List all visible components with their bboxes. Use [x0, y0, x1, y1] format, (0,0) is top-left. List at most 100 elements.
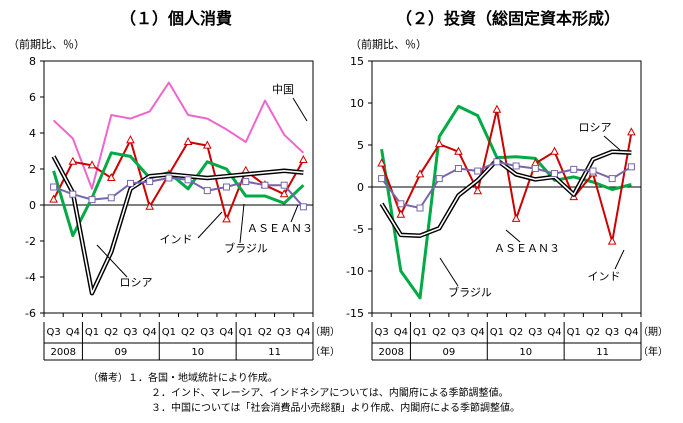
- series-annotation: ＡＳＥＡＮ３: [494, 242, 560, 255]
- y-tick-label: 10: [350, 97, 364, 110]
- quarter-label: Q4: [547, 327, 561, 338]
- quarter-label: Q1: [85, 327, 99, 338]
- note-1: （備考）１．各国・地域統計により作成。: [88, 373, 278, 384]
- y-tick-label: -15: [346, 307, 364, 320]
- series-line-inner: [52, 156, 304, 295]
- quarter-label: Q4: [394, 327, 408, 338]
- data-point-triangle: [607, 236, 617, 245]
- data-point-triangle: [183, 136, 193, 145]
- data-point-triangle: [434, 139, 444, 148]
- data-point-triangle: [299, 154, 308, 163]
- quarter-label: Q2: [509, 327, 523, 338]
- y-tick-label: -2: [25, 235, 36, 248]
- data-point-square: [165, 174, 173, 182]
- data-point-square: [126, 179, 134, 187]
- y-tick-label: 4: [29, 127, 36, 140]
- quarter-label: Q3: [451, 327, 465, 338]
- data-point-triangle: [279, 189, 289, 198]
- data-point-square: [69, 190, 77, 198]
- chart-title: （２）投資（総固定資本形成）: [396, 9, 620, 28]
- series-line-inner: [380, 150, 632, 237]
- data-point-square: [261, 181, 269, 189]
- annotation-leader: [96, 244, 128, 278]
- data-point-square: [454, 165, 462, 173]
- series-annotation: インド: [160, 233, 193, 246]
- data-point-triangle: [627, 127, 636, 136]
- series-annotation: ロシア: [120, 276, 153, 289]
- data-point-square: [512, 162, 520, 170]
- year-label: 2008: [378, 347, 403, 358]
- data-point-square: [146, 178, 154, 186]
- data-point-triangle: [492, 104, 502, 113]
- data-point-triangle: [49, 194, 58, 203]
- quarter-label: Q2: [432, 327, 446, 338]
- annotation-leader: [439, 257, 459, 287]
- y-tick-label: 8: [29, 55, 36, 68]
- quarter-label: Q2: [258, 327, 272, 338]
- y-tick-label: 0: [29, 199, 36, 212]
- year-label: 10: [519, 347, 532, 358]
- data-point-square: [570, 165, 578, 173]
- data-point-square: [493, 158, 501, 166]
- data-point-square: [627, 163, 635, 171]
- data-point-square: [184, 176, 192, 184]
- note-3: ３．中国については「社会消費品小売総額」より作成、内閣府による季節調整値。: [151, 403, 520, 414]
- data-point-triangle: [87, 160, 97, 169]
- data-point-square: [203, 187, 211, 195]
- quarter-label: Q3: [277, 327, 291, 338]
- quarter-label: Q4: [471, 327, 485, 338]
- period-unit-label: （期）: [638, 326, 668, 338]
- y-tick-label: 6: [29, 91, 36, 104]
- annotation-leader: [197, 211, 223, 239]
- quarter-label: Q1: [413, 327, 427, 338]
- year-label: 2008: [50, 347, 75, 358]
- year-label: 09: [442, 347, 455, 358]
- quarter-label: Q3: [123, 327, 137, 338]
- data-point-square: [474, 167, 482, 175]
- quarter-label: Q2: [104, 327, 118, 338]
- quarter-label: Q3: [605, 327, 619, 338]
- year-unit-label: （年）: [310, 345, 340, 358]
- quarter-label: Q3: [200, 327, 214, 338]
- year-label: 11: [596, 347, 609, 358]
- series-annotation: ＡＳＥＡＮ３: [247, 222, 313, 235]
- data-point-square: [397, 200, 405, 208]
- quarter-label: Q4: [624, 327, 638, 338]
- quarter-label: Q4: [143, 327, 157, 338]
- data-point-triangle: [550, 146, 559, 155]
- data-point-square: [589, 167, 597, 175]
- data-point-triangle: [473, 186, 483, 195]
- data-point-triangle: [126, 135, 135, 144]
- annotation-leader: [292, 97, 308, 122]
- data-point-triangle: [396, 209, 406, 218]
- quarter-label: Q1: [162, 327, 176, 338]
- data-point-triangle: [415, 169, 425, 178]
- y-tick-label: -10: [346, 265, 364, 278]
- series-annotation: ロシア: [579, 121, 612, 134]
- panel-personal-consumption: （１）個人消費 （前期比、％） 8 6 4 2 0 -2 -4 -6 Q3 Q4 Q1 Q2 Q3 Q4 Q1 Q…: [8, 9, 340, 361]
- y-tick-label: 15: [350, 55, 364, 68]
- data-point-triangle: [202, 140, 212, 149]
- annotation-leader: [239, 203, 245, 244]
- data-point-square: [107, 194, 115, 202]
- y-tick-label: 0: [357, 181, 364, 194]
- quarter-label: Q1: [239, 327, 253, 338]
- annotation-leader: [290, 204, 299, 223]
- series-line: [52, 81, 305, 190]
- y-tick-label: -6: [25, 307, 36, 320]
- chart-title: （１）個人消費: [120, 9, 232, 28]
- period-unit-label: （期）: [310, 326, 340, 338]
- quarter-label: Q4: [296, 327, 310, 338]
- quarter-label: Q1: [567, 327, 581, 338]
- quarter-label: Q2: [181, 327, 195, 338]
- quarter-label: Q3: [528, 327, 542, 338]
- data-point-triangle: [145, 201, 155, 210]
- data-point-square: [531, 165, 539, 173]
- data-point-square: [88, 196, 96, 204]
- year-label: 10: [191, 347, 204, 358]
- y-axis-label: （前期比、％）: [8, 37, 85, 51]
- data-point-square: [378, 175, 386, 183]
- data-point-square: [223, 183, 231, 191]
- data-point-triangle: [106, 172, 116, 181]
